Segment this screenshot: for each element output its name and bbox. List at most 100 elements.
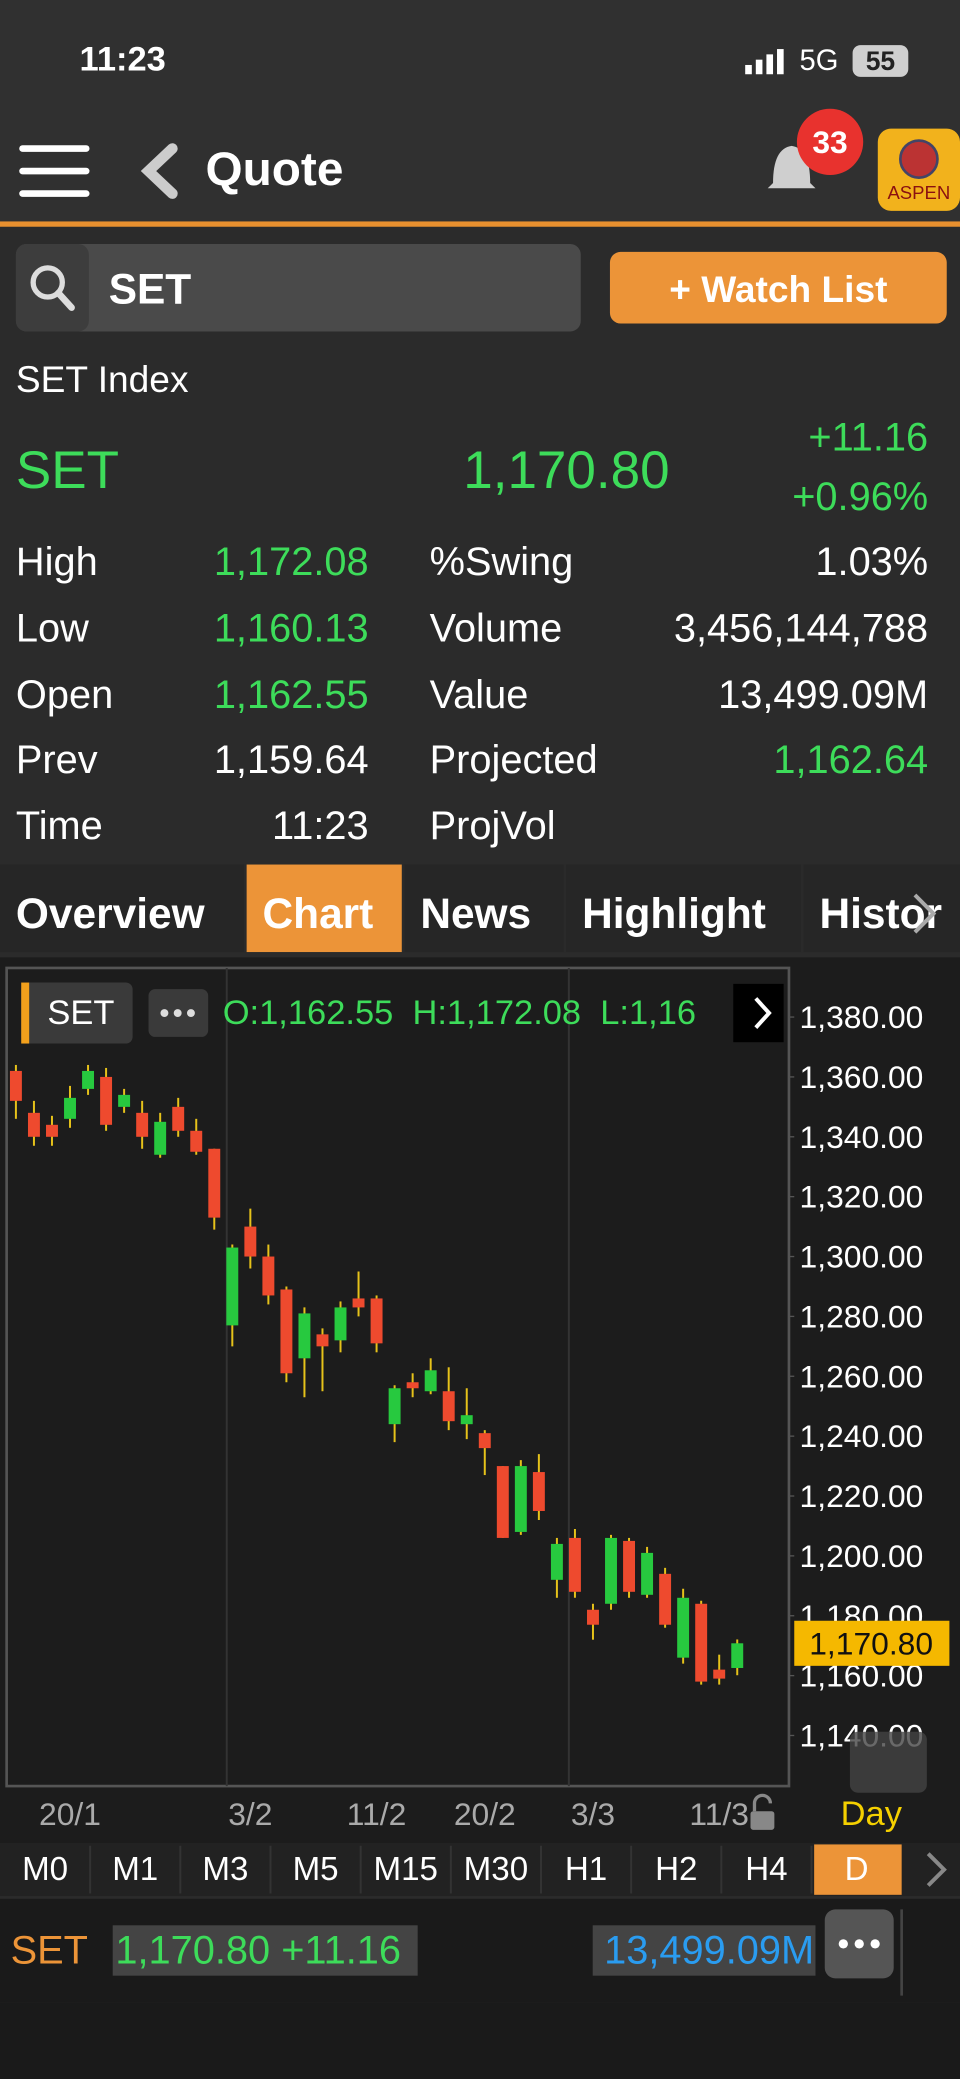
- quote-last: 1,170.80: [463, 441, 669, 500]
- badge-count: 33: [812, 124, 847, 160]
- search-box[interactable]: [15, 243, 581, 332]
- candle-body: [100, 1076, 113, 1125]
- timeframe[interactable]: M30: [464, 1851, 528, 1888]
- signal-icon: [745, 49, 784, 75]
- timeframe[interactable]: H1: [565, 1851, 607, 1888]
- timeframe[interactable]: M3: [202, 1851, 248, 1888]
- timeframe[interactable]: H4: [745, 1851, 787, 1888]
- footer-price-bg: [112, 1925, 418, 1976]
- timeframe[interactable]: M1: [112, 1851, 158, 1888]
- lock-icon[interactable]: [750, 1811, 775, 1830]
- chart-area: [0, 957, 960, 1844]
- candle-body: [226, 1247, 239, 1326]
- battery-icon: [852, 45, 909, 77]
- stat-value: 13,499.09M: [718, 673, 928, 717]
- symbol-chip[interactable]: [21, 982, 133, 1044]
- chart-period[interactable]: Day: [841, 1795, 903, 1833]
- footer-value-bg: [592, 1925, 816, 1976]
- footer-price: 1,170.80 +11.16: [115, 1929, 401, 1973]
- page-title: Quote: [206, 143, 344, 196]
- x-tick-label: 11/3: [689, 1796, 749, 1832]
- candle-body: [731, 1643, 744, 1668]
- ohlc-arrow: [754, 997, 772, 1029]
- candle-body: [388, 1388, 401, 1425]
- stat-value: 1,172.08: [214, 540, 369, 584]
- battery-level: 55: [866, 46, 895, 76]
- candle-body: [641, 1552, 654, 1595]
- last-price-marker: [794, 1620, 950, 1666]
- x-tick-label: 3/2: [228, 1796, 272, 1832]
- candles: [9, 1064, 744, 1685]
- ohlc-arrow-bg[interactable]: [733, 983, 784, 1043]
- x-tick-label: 20/1: [39, 1796, 101, 1832]
- candle-body: [406, 1382, 419, 1389]
- search-query: SET: [109, 266, 192, 313]
- quote-name: SET Index: [16, 358, 189, 400]
- tab-label: Overview: [16, 890, 206, 937]
- logo-text: ASPEN: [887, 182, 950, 203]
- candle-body: [352, 1298, 365, 1308]
- status-network: 5G: [800, 45, 839, 77]
- stat-label: High: [16, 540, 98, 584]
- stat-label: %Swing: [430, 540, 574, 584]
- candle-body: [154, 1121, 167, 1155]
- timeframe[interactable]: D: [845, 1851, 869, 1888]
- timeframe-bar: [0, 1843, 960, 1897]
- timeframe[interactable]: H2: [655, 1851, 697, 1888]
- back-button[interactable]: [140, 143, 178, 199]
- stats: High 1,172.08 Low 1,160.13 Open 1,162.55 Prev 1…: [16, 540, 928, 848]
- header-divider: [0, 221, 960, 227]
- candle-body: [587, 1609, 599, 1625]
- candle-body: [280, 1289, 293, 1374]
- stat-value: 3,456,144,788: [674, 607, 928, 651]
- search-icon-bg: [15, 243, 89, 332]
- timeframe-arrow[interactable]: [926, 1852, 947, 1887]
- axes: 20/1 3/2 11/2 20/2 3/3 11/3 1,380.00 1,360.00 1,…: [39, 999, 950, 1832]
- tab[interactable]: [803, 864, 960, 953]
- stat-value: 1,159.64: [214, 738, 369, 782]
- ohlc-legend: O:1,162.55 H:1,172.08 L:1,16: [223, 994, 696, 1032]
- y-tick-label: 1,300.00: [800, 1239, 924, 1275]
- stat-value: 1.03%: [815, 540, 928, 584]
- tab[interactable]: [0, 864, 244, 953]
- timeframe[interactable]: M0: [22, 1851, 68, 1888]
- timeframe[interactable]: M5: [293, 1851, 339, 1888]
- tab-label: News: [420, 890, 531, 937]
- candle-body: [460, 1415, 473, 1425]
- stat-label: Value: [430, 673, 529, 717]
- expand-button[interactable]: [849, 1731, 927, 1793]
- tab[interactable]: [246, 864, 402, 953]
- x-tick-label: 20/2: [454, 1796, 516, 1832]
- tab-scroll-arrow[interactable]: [913, 893, 937, 934]
- watch-list-button[interactable]: [609, 251, 947, 324]
- candle-body: [190, 1130, 203, 1152]
- tab[interactable]: [404, 864, 564, 953]
- lock-shackle: [752, 1793, 773, 1812]
- quote-symbol: SET: [16, 441, 119, 500]
- home-area: [0, 2002, 960, 2079]
- candle-body: [262, 1256, 275, 1296]
- stat-value: 1,160.13: [214, 607, 369, 651]
- candle-body: [623, 1540, 636, 1592]
- chart-menu-dots: [160, 1009, 195, 1018]
- plot-border: [5, 966, 791, 1788]
- candle-body: [172, 1106, 185, 1131]
- candle-body: [136, 1112, 149, 1137]
- logo-globe: [899, 139, 939, 180]
- y-tick-label: 1,220.00: [800, 1478, 924, 1514]
- y-tick-label: 1,240.00: [800, 1418, 924, 1454]
- menu-button[interactable]: [19, 145, 90, 197]
- stat-label: Time: [16, 804, 103, 848]
- tab[interactable]: [566, 864, 801, 953]
- candle-body: [550, 1543, 563, 1580]
- candle-body: [532, 1472, 545, 1511]
- timeframe-selected: [814, 1844, 902, 1895]
- tab-label: Chart: [263, 890, 374, 937]
- candle-body: [677, 1597, 690, 1658]
- timeframe[interactable]: M15: [374, 1851, 438, 1888]
- candle-body: [64, 1097, 76, 1119]
- candle-body: [82, 1070, 95, 1089]
- stat-label: Volume: [430, 607, 563, 651]
- stat-label: ProjVol: [430, 804, 556, 848]
